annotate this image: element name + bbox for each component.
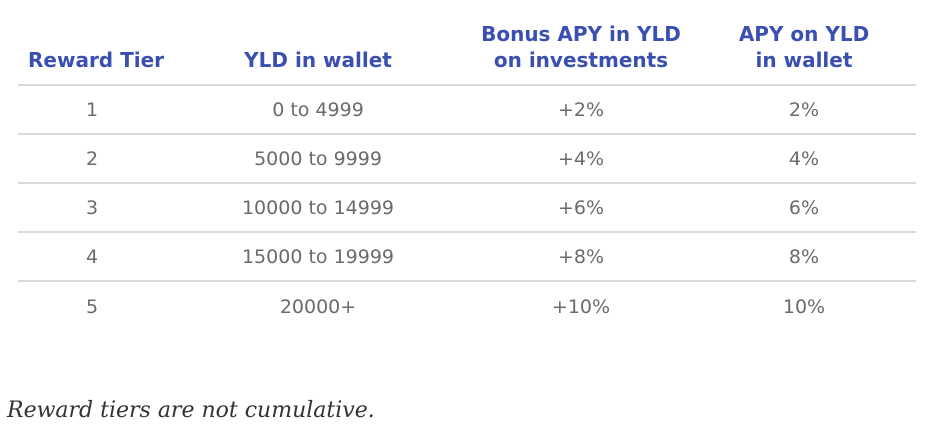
bonus-apy-cell: +10%: [551, 295, 611, 318]
wallet-apy-cell: 2%: [788, 98, 820, 121]
bonus-apy-cell: +6%: [557, 196, 605, 219]
table-header-row: Reward Tier YLD in wallet Bonus APY in Y…: [18, 0, 916, 86]
wallet-apy-cell: 6%: [788, 196, 820, 219]
header-reward-tier-label: Reward Tier: [28, 48, 165, 72]
header-apy-on-yld: APY on YLD in wallet: [692, 0, 916, 84]
header-bonus-apy: Bonus APY in YLD on investments: [470, 0, 692, 84]
yld-range-cell: 15000 to 19999: [241, 245, 395, 268]
tier-cell: 1: [85, 98, 99, 121]
table-row: 5 20000+ +10% 10%: [18, 282, 916, 331]
bonus-apy-cell: +4%: [557, 147, 605, 170]
tier-cell: 3: [85, 196, 99, 219]
table-row: 4 15000 to 19999 +8% 8%: [18, 233, 916, 282]
bonus-apy-cell: +8%: [557, 245, 605, 268]
wallet-apy-cell: 10%: [782, 295, 826, 318]
yld-range-cell: 0 to 4999: [272, 98, 364, 121]
yld-range-cell: 20000+: [279, 295, 357, 318]
header-reward-tier: Reward Tier: [18, 0, 166, 84]
table-row: 2 5000 to 9999 +4% 4%: [18, 135, 916, 184]
table-row: 3 10000 to 14999 +6% 6%: [18, 184, 916, 233]
header-apy-on-yld-line-1: APY on YLD: [738, 22, 870, 46]
wallet-apy-cell: 4%: [788, 147, 820, 170]
table-row: 1 0 to 4999 +2% 2%: [18, 86, 916, 135]
header-yld-in-wallet-label: YLD in wallet: [244, 48, 392, 72]
tier-cell: 2: [85, 147, 99, 170]
bonus-apy-cell: +2%: [557, 98, 605, 121]
header-bonus-apy-line-2: on investments: [493, 48, 669, 72]
tier-cell: 4: [85, 245, 99, 268]
reward-tier-table: Reward Tier YLD in wallet Bonus APY in Y…: [18, 0, 916, 331]
header-yld-in-wallet: YLD in wallet: [166, 0, 470, 84]
yld-range-cell: 5000 to 9999: [254, 147, 382, 170]
yld-range-cell: 10000 to 14999: [241, 196, 395, 219]
header-bonus-apy-line-1: Bonus APY in YLD: [481, 22, 681, 46]
footnote: Reward tiers are not cumulative.: [7, 398, 375, 423]
wallet-apy-cell: 8%: [788, 245, 820, 268]
header-apy-on-yld-line-2: in wallet: [755, 48, 853, 72]
tier-cell: 5: [85, 295, 99, 318]
